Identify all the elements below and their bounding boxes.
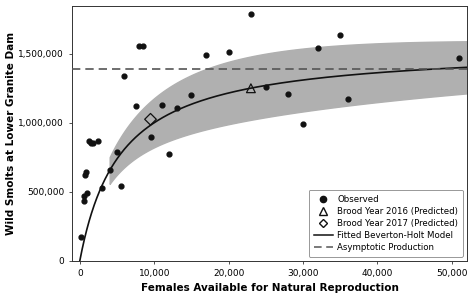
Point	[173, 105, 180, 110]
Point	[85, 138, 92, 143]
X-axis label: Females Available for Natural Reproduction: Females Available for Natural Reproducti…	[141, 283, 399, 293]
Point	[165, 152, 173, 157]
Point	[225, 50, 232, 55]
Point	[117, 184, 125, 188]
Point	[132, 104, 139, 109]
Point	[106, 167, 113, 172]
Point	[344, 97, 351, 102]
Point	[247, 11, 255, 16]
Point	[262, 85, 270, 89]
Point	[80, 199, 87, 204]
Point	[202, 53, 210, 58]
Point	[78, 235, 85, 239]
Point	[314, 46, 322, 51]
Y-axis label: Wild Smolts at Lower Granite Dam: Wild Smolts at Lower Granite Dam	[6, 31, 16, 235]
Point	[136, 43, 143, 48]
Point	[147, 117, 155, 122]
Point	[99, 185, 106, 190]
Point	[90, 141, 97, 146]
Point	[284, 91, 292, 96]
Point	[337, 32, 344, 37]
Point	[81, 173, 89, 178]
Point	[247, 86, 255, 91]
Legend: Observed, Brood Year 2016 (Predicted), Brood Year 2017 (Predicted), Fitted Bever: Observed, Brood Year 2016 (Predicted), B…	[309, 190, 463, 257]
Point	[139, 43, 147, 48]
Point	[158, 102, 165, 107]
Point	[299, 122, 307, 126]
Point	[147, 134, 155, 139]
Point	[82, 170, 90, 175]
Point	[87, 141, 95, 146]
Point	[83, 191, 91, 196]
Point	[81, 193, 88, 198]
Point	[456, 56, 463, 60]
Point	[113, 149, 121, 154]
Point	[95, 138, 102, 143]
Point	[188, 93, 195, 97]
Point	[121, 74, 128, 78]
